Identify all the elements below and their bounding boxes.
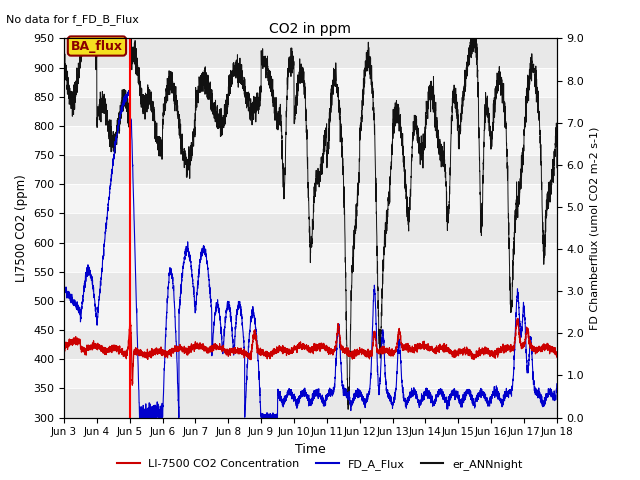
Bar <box>64 97 557 126</box>
Bar <box>64 330 557 359</box>
Bar <box>64 184 557 214</box>
Legend: LI-7500 CO2 Concentration, FD_A_Flux, er_ANNnight: LI-7500 CO2 Concentration, FD_A_Flux, er… <box>113 455 527 474</box>
Bar <box>64 126 557 155</box>
Bar <box>64 388 557 418</box>
Y-axis label: LI7500 CO2 (ppm): LI7500 CO2 (ppm) <box>15 174 28 282</box>
Bar <box>64 38 557 68</box>
Bar <box>64 359 557 388</box>
Bar <box>64 214 557 242</box>
Text: BA_flux: BA_flux <box>71 39 123 52</box>
Y-axis label: FD Chamberflux (umol CO2 m-2 s-1): FD Chamberflux (umol CO2 m-2 s-1) <box>590 126 600 330</box>
Bar <box>64 155 557 184</box>
Bar <box>64 68 557 97</box>
Title: CO2 in ppm: CO2 in ppm <box>269 22 351 36</box>
Bar <box>64 301 557 330</box>
Text: No data for f_FD_B_Flux: No data for f_FD_B_Flux <box>6 14 140 25</box>
Bar <box>64 272 557 301</box>
X-axis label: Time: Time <box>295 443 326 456</box>
Bar <box>64 242 557 272</box>
